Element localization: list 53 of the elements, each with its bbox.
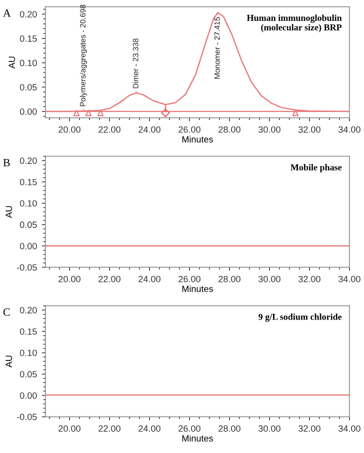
- x-tick-label: 26.00: [178, 276, 200, 282]
- y-tick-label: 0.20: [20, 307, 37, 314]
- y-tick-label: 0.20: [20, 11, 37, 18]
- y-tick-label: 0.00: [20, 392, 37, 399]
- x-tick-label: 20.00: [58, 276, 80, 282]
- y-tick-label: 0.20: [20, 158, 37, 164]
- x-axis-title: Minutes: [182, 285, 213, 292]
- x-tick-label: 30.00: [258, 126, 280, 133]
- y-tick-label: 0.15: [20, 328, 37, 335]
- x-tick-label: 24.00: [138, 276, 160, 282]
- x-tick-label: 34.00: [338, 425, 360, 432]
- x-tick-label: 32.00: [298, 276, 320, 282]
- x-tick-label: 32.00: [298, 126, 320, 133]
- chart-title: A: [3, 9, 11, 17]
- y-tick-label: 0.05: [20, 84, 37, 90]
- y-tick-label: -0.05: [16, 414, 37, 420]
- annotation: Human immunoglobulin (molecular size) BRP: [246, 14, 342, 32]
- x-tick-label: 34.00: [338, 276, 360, 282]
- x-tick-label: 22.00: [98, 425, 120, 432]
- x-tick-label: 26.00: [178, 425, 200, 432]
- y-tick-label: 0.05: [20, 222, 37, 228]
- x-tick-label: 30.00: [258, 276, 280, 282]
- y-tick-label: 0.00: [20, 242, 37, 250]
- x-tick-label: 22.00: [98, 126, 120, 133]
- x-axis-title: Minutes: [182, 434, 213, 442]
- annotation: 9 g/L sodium chloride: [258, 314, 342, 322]
- y-tick-label: 0.10: [20, 350, 37, 356]
- y-tick-label: 0.00: [20, 108, 37, 115]
- y-tick-label: -0.05: [16, 264, 37, 271]
- x-tick-label: 28.00: [218, 126, 240, 133]
- y-tick-label: 0.10: [20, 60, 37, 66]
- chart-title: B: [3, 158, 10, 166]
- y-tick-label: 0.15: [20, 35, 37, 42]
- x-tick-label: 24.00: [138, 425, 160, 432]
- x-tick-label: 20.00: [58, 126, 80, 133]
- annotation: Mobile phase: [290, 164, 342, 172]
- x-axis-title: Minutes: [182, 136, 213, 143]
- x-tick-label: 28.00: [218, 276, 240, 282]
- x-tick-label: 24.00: [138, 126, 160, 133]
- y-axis-title: AU: [8, 56, 16, 69]
- x-tick-label: 20.00: [58, 425, 80, 432]
- x-tick-label: 32.00: [298, 425, 320, 432]
- x-tick-label: 28.00: [218, 425, 240, 432]
- y-tick-label: 0.15: [20, 178, 37, 186]
- x-tick-label: 34.00: [338, 126, 360, 133]
- x-tick-label: 26.00: [178, 126, 200, 133]
- y-tick-label: 0.10: [20, 200, 37, 207]
- y-tick-label: 0.05: [20, 371, 37, 378]
- chart-title: C: [3, 308, 10, 316]
- y-axis-title: AU: [6, 356, 12, 368]
- y-axis-title: AU: [6, 206, 12, 218]
- x-tick-label: 22.00: [98, 276, 120, 282]
- x-tick-label: 30.00: [258, 425, 280, 432]
